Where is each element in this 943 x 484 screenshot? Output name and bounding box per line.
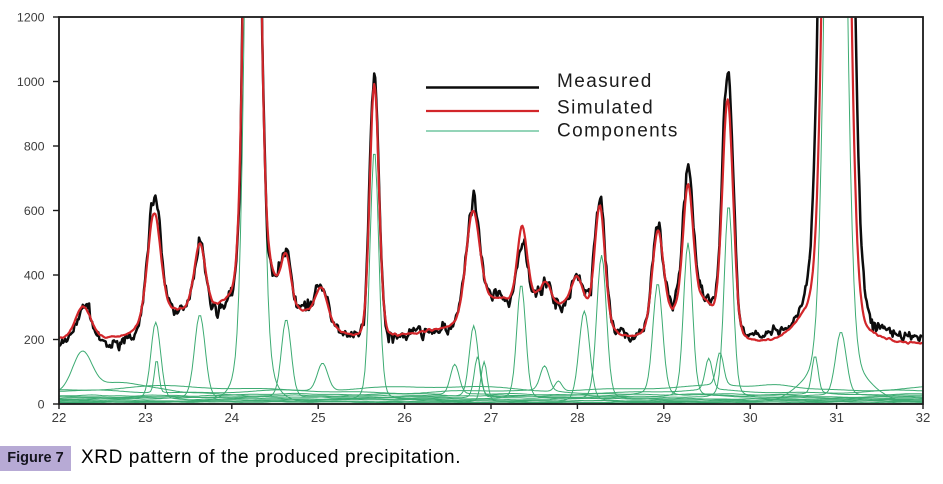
svg-text:600: 600 [24,204,45,218]
svg-text:28: 28 [570,410,585,425]
svg-text:1200: 1200 [17,10,45,24]
svg-text:Components: Components [557,121,679,142]
svg-text:23: 23 [138,410,153,425]
svg-text:Simulated: Simulated [557,98,654,119]
svg-text:25: 25 [311,410,326,425]
svg-text:24: 24 [224,410,239,425]
svg-text:800: 800 [24,139,45,153]
svg-text:26: 26 [397,410,412,425]
svg-text:22: 22 [52,410,67,425]
svg-text:200: 200 [24,333,45,347]
svg-text:31: 31 [829,410,844,425]
svg-text:32: 32 [916,410,931,425]
svg-text:400: 400 [24,268,45,282]
svg-text:27: 27 [484,410,499,425]
svg-text:30: 30 [743,410,758,425]
svg-text:29: 29 [656,410,671,425]
svg-text:1000: 1000 [17,75,45,89]
svg-text:0: 0 [38,397,45,411]
svg-text:Measured: Measured [557,71,653,92]
